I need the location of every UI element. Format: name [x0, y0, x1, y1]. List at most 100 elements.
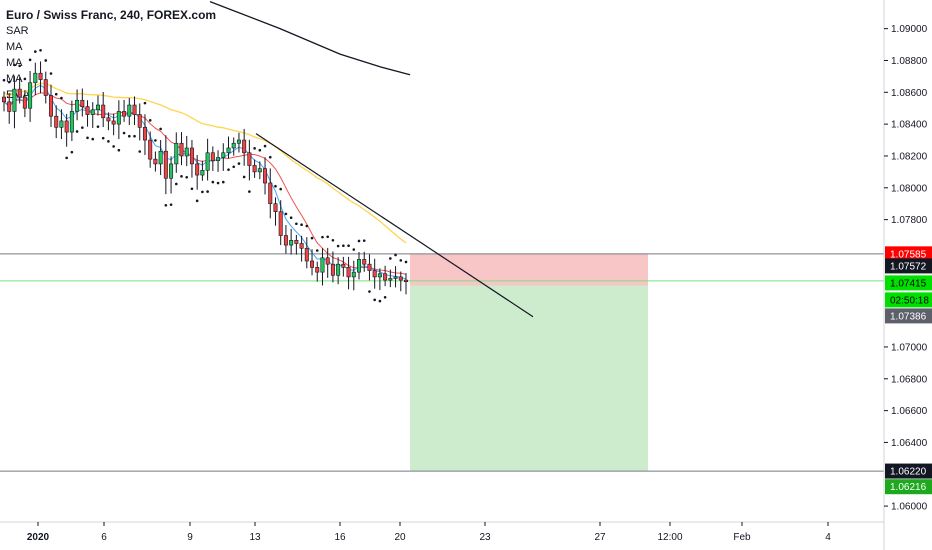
- candle-body-20: [106, 117, 111, 122]
- candle-body-15: [80, 99, 85, 107]
- candle-body-61: [320, 257, 325, 273]
- candle-body-42: [221, 152, 226, 158]
- price-tag-bg-4: [885, 308, 932, 324]
- take-profit-zone: [410, 285, 648, 472]
- sar-dot-17: [91, 137, 95, 141]
- chart-title: Euro / Swiss Franc, 240, FOREX.com: [6, 8, 217, 22]
- sar-dot-9: [49, 72, 53, 75]
- sar-dot-23: [122, 131, 126, 135]
- sar-dot-48: [253, 147, 256, 150]
- sar-dot-58: [305, 224, 309, 228]
- sar-dot-4: [23, 77, 27, 81]
- horizontal-lines: [0, 253, 884, 472]
- sar-dot-42: [221, 180, 225, 184]
- candle-body-31: [163, 150, 168, 179]
- price-tag-label-3: 02:50:18: [890, 295, 929, 306]
- sar-dot-18: [96, 125, 100, 128]
- sar-dot-25: [133, 134, 136, 138]
- sar-dot-38: [201, 190, 204, 194]
- candle-body-33: [174, 142, 179, 165]
- x-tick-label-2: 9: [187, 532, 193, 543]
- candle-body-1: [7, 101, 12, 112]
- sar-dot-60: [315, 249, 319, 252]
- candle-body-56: [294, 240, 299, 244]
- y-tick-label-6: 1.07800: [891, 215, 928, 226]
- y-tick-label-2: 1.08600: [891, 88, 928, 99]
- candle-body-37: [195, 163, 200, 176]
- sar-dot-33: [174, 182, 178, 186]
- candle-body-44: [231, 142, 236, 149]
- sar-dot-27: [143, 101, 147, 105]
- sar-dot-46: [242, 175, 246, 179]
- sar-dot-55: [289, 216, 293, 220]
- x-tick-label-10: 4: [825, 532, 831, 543]
- sar-dot-56: [295, 222, 298, 226]
- price-axis[interactable]: 1.09000 1.08800 1.08600 1.08400 1.08200 1.080…: [883, 0, 928, 550]
- candle-body-62: [325, 257, 330, 265]
- sar-dot-52: [274, 184, 277, 188]
- candle-body-60: [315, 267, 320, 273]
- sar-dot-16: [86, 136, 89, 140]
- price-tag-bg-0: [885, 246, 932, 262]
- sar-dot-14: [75, 130, 79, 133]
- x-tick-label-5: 20: [394, 532, 406, 543]
- candle-body-23: [122, 111, 127, 117]
- candle-body-55: [289, 240, 294, 246]
- x-tick-label-6: 23: [479, 532, 491, 543]
- sar-dot-75: [394, 253, 397, 257]
- sar-dot-66: [347, 244, 350, 248]
- y-tick-label-5: 1.08000: [891, 183, 928, 194]
- sar-dot-64: [336, 244, 340, 248]
- candle-body-67: [351, 271, 356, 278]
- sar-dot-20: [107, 140, 110, 143]
- candle-body-11: [59, 120, 64, 128]
- candle-body-13: [69, 111, 74, 133]
- x-tick-label-4: 16: [334, 532, 346, 543]
- candle-body-32: [169, 163, 174, 179]
- sar-dot-24: [127, 134, 131, 138]
- candle-body-57: [299, 243, 304, 249]
- indicator-label-sar[interactable]: SAR: [6, 25, 29, 37]
- sar-dot-43: [227, 168, 230, 171]
- sar-dot-68: [357, 239, 361, 243]
- price-tag-bg-3: [885, 292, 932, 308]
- sar-dot-37: [195, 199, 199, 203]
- y-tick-label-8: 1.06800: [891, 374, 928, 385]
- candle-body-71: [372, 270, 377, 278]
- sar-dot-74: [389, 257, 392, 260]
- candle-body-68: [357, 259, 362, 273]
- ma-blue-line: [3, 84, 407, 280]
- sar-dot-47: [248, 190, 251, 193]
- candle-body-3: [17, 88, 22, 98]
- candle-body-8: [43, 79, 48, 96]
- sar-dot-39: [206, 190, 209, 193]
- sar-dot-45: [237, 162, 241, 165]
- sar-dot-63: [331, 239, 335, 242]
- price-tag-label-1: 1.07572: [890, 261, 927, 272]
- sar-dot-31: [164, 203, 168, 207]
- price-tag-label-0: 1.07585: [890, 249, 927, 260]
- candle-body-49: [257, 168, 262, 173]
- sar-dot-69: [362, 239, 366, 242]
- candle-body-27: [142, 127, 147, 141]
- candle-body-73: [383, 273, 388, 281]
- time-axis[interactable]: 2020 6 9 13 16 20 23 27 12:00 Feb 4: [0, 521, 884, 543]
- x-tick-label-1: 6: [101, 532, 107, 543]
- sar-dot-54: [284, 212, 288, 216]
- y-tick-label-1: 1.08800: [891, 56, 928, 67]
- indicator-label-ma-1[interactable]: MA: [6, 41, 23, 53]
- candle-body-75: [393, 276, 398, 279]
- parabolic-sar: [2, 48, 408, 303]
- sar-dot-32: [169, 203, 173, 206]
- candles: [2, 61, 408, 295]
- candle-body-12: [64, 120, 69, 133]
- sar-dot-62: [326, 235, 329, 239]
- sar-dot-15: [81, 126, 84, 129]
- candle-body-72: [377, 273, 382, 278]
- candle-body-19: [101, 104, 106, 119]
- candle-body-25: [132, 104, 137, 115]
- candle-body-10: [54, 115, 59, 128]
- sar-dot-57: [300, 223, 303, 227]
